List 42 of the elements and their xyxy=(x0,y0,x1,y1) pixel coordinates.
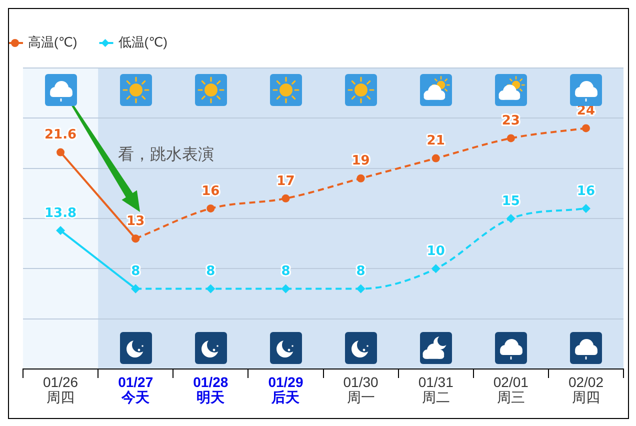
point xyxy=(506,214,516,223)
data-label: 8 xyxy=(281,264,290,280)
point xyxy=(582,124,590,132)
data-label: 13.8 xyxy=(44,206,77,221)
x-tick-label: 01/27 今天 xyxy=(118,374,154,405)
data-label: 13 xyxy=(126,214,145,229)
x-tick-label: 01/26 周四 xyxy=(43,374,78,405)
point xyxy=(132,234,140,243)
point xyxy=(431,264,440,274)
point xyxy=(281,284,290,294)
x-tick-label: 02/02 周四 xyxy=(568,374,604,405)
x-tick-label: 01/28 明天 xyxy=(193,374,228,405)
data-label: 10 xyxy=(426,244,445,260)
x-tick-label: 01/29 后天 xyxy=(268,374,304,405)
data-label: 8 xyxy=(206,264,216,280)
data-label: 16 xyxy=(202,184,220,199)
data-label: 8 xyxy=(131,264,140,280)
point xyxy=(56,226,66,236)
point xyxy=(206,204,215,212)
point xyxy=(282,194,290,202)
data-label: 16 xyxy=(576,184,596,199)
data-label: 19 xyxy=(352,154,370,169)
data-label: 17 xyxy=(276,174,295,189)
data-label: 8 xyxy=(356,264,366,280)
point xyxy=(581,204,590,213)
data-label: 15 xyxy=(502,194,520,209)
point xyxy=(506,134,515,142)
point xyxy=(56,148,65,156)
point xyxy=(356,174,365,182)
point xyxy=(356,284,366,294)
x-tick-label: 01/31 周二 xyxy=(418,374,454,405)
point xyxy=(206,284,216,294)
legend-label: 高温(℃) xyxy=(28,34,78,50)
x-tick-label: 02/01 周三 xyxy=(493,374,529,405)
x-tick-label: 01/30 周一 xyxy=(343,374,379,405)
legend-label: 低温(℃) xyxy=(118,34,168,50)
point xyxy=(432,154,440,162)
annotation: 看，跳水表演 xyxy=(118,145,214,164)
data-label: 21 xyxy=(426,134,445,149)
data-label: 21.6 xyxy=(44,128,77,143)
data-label: 23 xyxy=(502,114,520,129)
point xyxy=(131,284,140,294)
